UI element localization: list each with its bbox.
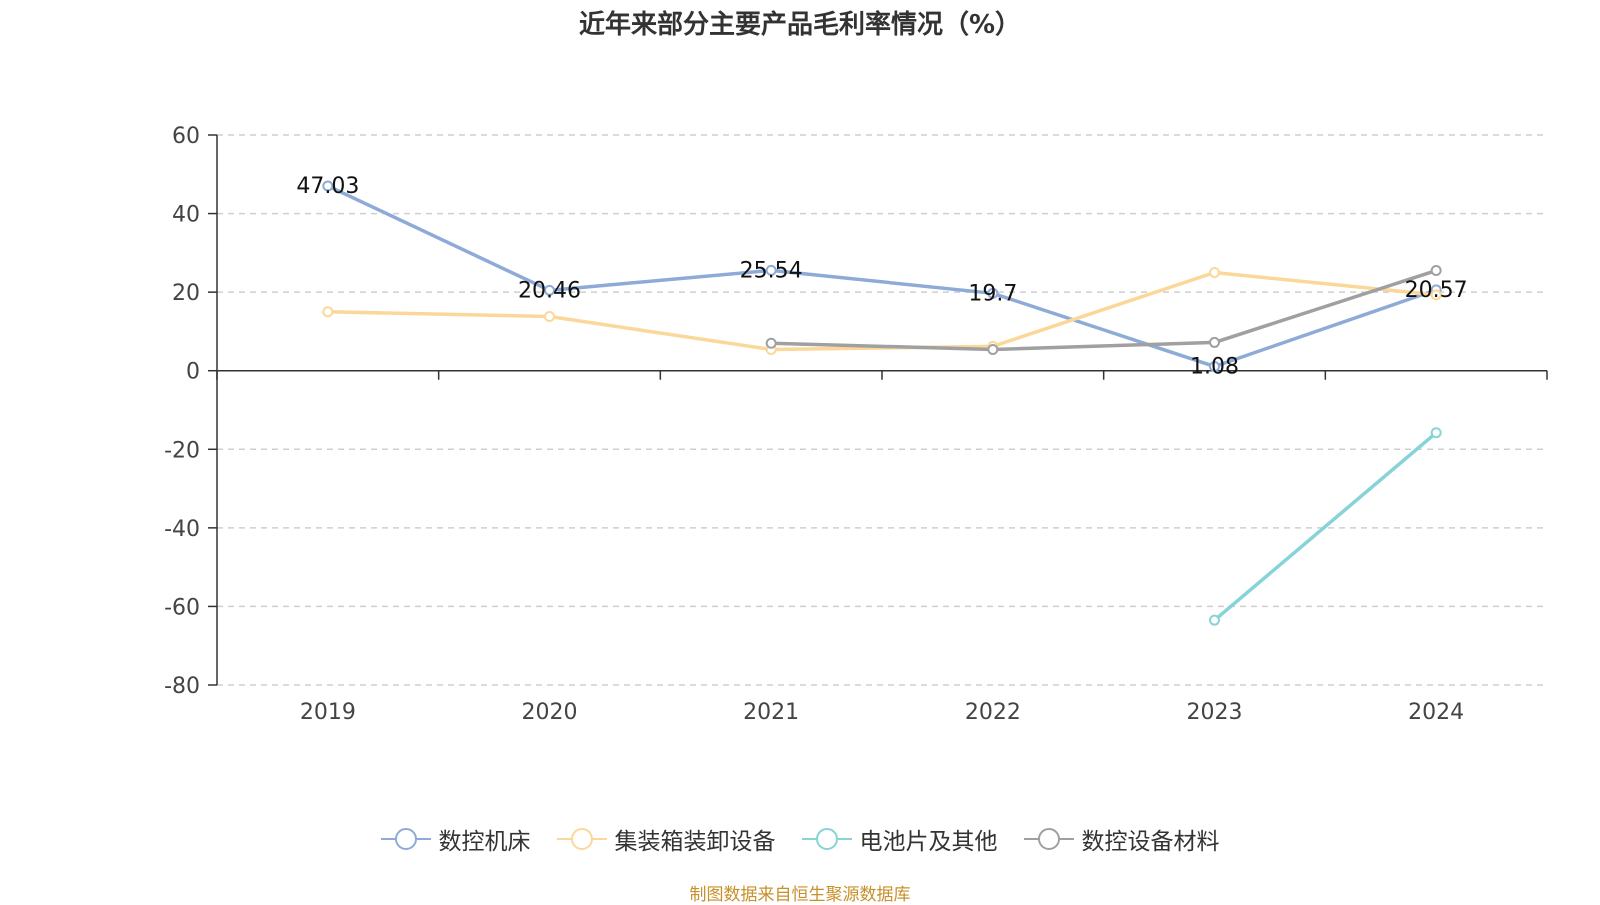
- x-tick-label: 2019: [300, 700, 356, 725]
- legend-swatch-icon: [556, 828, 607, 850]
- data-label: 47.03: [296, 174, 359, 199]
- y-tick-label: -60: [164, 595, 200, 620]
- data-labels: 47.03 20.46 25.54 19.7 1.08 20.57: [296, 174, 1467, 380]
- legend-swatch-icon: [1023, 828, 1074, 850]
- data-point: [987, 344, 999, 355]
- x-tick-label: 2024: [1408, 700, 1464, 725]
- data-point: [322, 180, 334, 192]
- data-point: [544, 284, 555, 296]
- series-line: [327, 270, 1437, 352]
- data-point: [1209, 614, 1220, 626]
- legend-item[interactable]: 集装箱装卸设备: [556, 822, 776, 856]
- y-tick-label: 40: [172, 203, 200, 228]
- y-tick-label: 0: [186, 360, 200, 385]
- data-point: [1209, 336, 1220, 348]
- grid-lines: [217, 134, 1547, 686]
- x-tick-label: 2023: [1187, 700, 1243, 725]
- legend-item[interactable]: 数控设备材料: [1023, 822, 1220, 856]
- legend: 数控机床 集装箱装卸设备 电池片及其他 数控设备材料: [0, 822, 1600, 856]
- x-tick-label: 2021: [743, 700, 799, 725]
- legend-label: 电池片及其他: [859, 829, 998, 855]
- legend-label: 数控设备材料: [1081, 829, 1220, 855]
- legend-label: 数控机床: [438, 829, 531, 855]
- legend-swatch-icon: [801, 828, 852, 850]
- series-line: [771, 268, 1437, 352]
- data-point: [1430, 265, 1442, 277]
- data-label: 20.57: [1405, 278, 1468, 303]
- data-label: 20.46: [518, 278, 581, 303]
- axes: 60 40 20 0 -20 -40 -60 -80 2019 2020 2021 2022 2023 2…: [164, 124, 1548, 725]
- data-point: [987, 287, 999, 299]
- series-line: [1213, 431, 1438, 622]
- data-point: [1430, 289, 1442, 301]
- source-note: 制图数据来自恒生聚源数据库: [689, 885, 911, 905]
- x-tick-label: 2022: [965, 700, 1021, 725]
- series-lines: [322, 180, 1442, 626]
- legend-item[interactable]: 数控机床: [380, 822, 531, 856]
- chart-title: 近年来部分主要产品毛利率情况（%）: [578, 10, 1022, 40]
- y-tick-label: -40: [164, 517, 200, 542]
- x-tick-label: 2020: [522, 700, 578, 725]
- y-tick-label: -20: [164, 438, 200, 463]
- data-point: [544, 311, 555, 322]
- y-tick-label: 20: [172, 281, 200, 306]
- data-point: [765, 337, 777, 349]
- y-tick-label: 60: [172, 124, 200, 149]
- data-point: [765, 264, 777, 276]
- y-tick-label: -80: [164, 674, 200, 699]
- data-label: 1.08: [1190, 354, 1239, 379]
- data-label: 19.7: [968, 281, 1017, 306]
- legend-item[interactable]: 电池片及其他: [801, 822, 998, 856]
- data-point: [1430, 427, 1442, 439]
- series-line: [327, 184, 1437, 369]
- data-point: [1209, 360, 1220, 372]
- data-point: [1209, 267, 1220, 278]
- legend-label: 集装箱装卸设备: [614, 829, 776, 855]
- legend-swatch-icon: [380, 828, 431, 850]
- data-label: 25.54: [740, 258, 803, 283]
- data-point: [322, 306, 334, 318]
